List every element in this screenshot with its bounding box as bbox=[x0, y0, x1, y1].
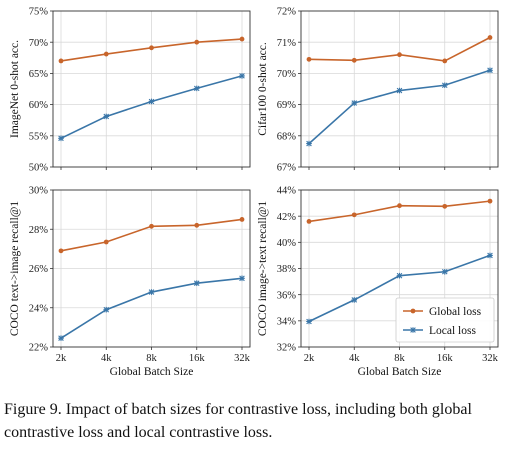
data-point-local-loss bbox=[58, 135, 64, 142]
y-tick-label: 70% bbox=[277, 69, 297, 80]
data-point-local-loss bbox=[487, 67, 493, 74]
data-point-local-loss bbox=[193, 85, 200, 92]
y-tick-label: 28% bbox=[29, 225, 49, 236]
x-tick-label: 2k bbox=[304, 353, 315, 364]
figure-grid: 50% 55% 60% 65% 70% 75% ImageNet 0-shot acc. 67… bbox=[9, 7, 499, 378]
x-tick-label: 8k bbox=[394, 353, 405, 364]
data-point-global-loss bbox=[103, 239, 109, 245]
y-tick-label: 24% bbox=[29, 303, 49, 314]
data-point-local-loss bbox=[103, 306, 110, 313]
data-point-global-loss bbox=[306, 219, 312, 224]
data-point-local-loss bbox=[148, 98, 155, 105]
data-point-local-loss bbox=[441, 268, 448, 275]
y-tick-label: 42% bbox=[277, 212, 297, 223]
y-tick-label: 36% bbox=[277, 290, 297, 301]
x-tick-label: 16k bbox=[437, 353, 454, 364]
data-point-global-loss bbox=[103, 51, 109, 57]
data-point-local-loss bbox=[351, 100, 358, 106]
data-point-local-loss bbox=[239, 275, 245, 282]
y-tick-label: 32% bbox=[277, 343, 297, 354]
data-point-global-loss bbox=[239, 36, 245, 42]
x-tick-label: 32k bbox=[234, 353, 251, 364]
x-axis-label: Global Batch Size bbox=[110, 366, 194, 378]
legend-label: Global loss bbox=[429, 306, 482, 318]
x-tick-label: 4k bbox=[101, 353, 112, 364]
y-tick-label: 70% bbox=[29, 38, 49, 49]
legend-marker bbox=[410, 327, 416, 333]
data-point-local-loss bbox=[351, 297, 358, 303]
data-point-global-loss bbox=[442, 58, 448, 64]
y-tick-label: 68% bbox=[277, 131, 297, 142]
x-tick-label: 2k bbox=[56, 353, 67, 364]
subplot-3: 22% 24% 26% 28% 30% 2k 4k 8k 16k 32k COCO text->im… bbox=[9, 186, 251, 378]
x-axis-label: Global Batch Size bbox=[358, 366, 442, 378]
data-point-global-loss bbox=[239, 217, 245, 222]
data-point-global-loss bbox=[397, 203, 402, 209]
y-tick-label: 26% bbox=[29, 264, 49, 275]
data-point-global-loss bbox=[58, 58, 64, 64]
y-axis-label: COCO text->image recall@1 bbox=[9, 201, 21, 336]
y-tick-label: 34% bbox=[277, 316, 297, 327]
data-point-local-loss bbox=[396, 87, 403, 94]
data-point-global-loss bbox=[442, 203, 448, 209]
x-tick-label: 4k bbox=[349, 353, 360, 364]
x-tick-label: 32k bbox=[482, 353, 499, 364]
data-point-local-loss bbox=[148, 289, 155, 295]
y-tick-label: 22% bbox=[29, 343, 49, 354]
y-axis-label: COCO image->text recall@1 bbox=[257, 201, 269, 336]
data-point-global-loss bbox=[487, 35, 493, 40]
data-point-global-loss bbox=[194, 222, 200, 228]
data-point-local-loss bbox=[396, 272, 403, 279]
legend-marker bbox=[410, 308, 416, 314]
data-point-global-loss bbox=[351, 212, 357, 218]
data-point-global-loss bbox=[149, 45, 154, 51]
y-axis-label: ImageNet 0-shot acc. bbox=[9, 40, 21, 138]
subplot-4: 32% 34% 36% 38% 40% 42% 44% 2k 4k 8k 16k 32k COCO im… bbox=[257, 186, 499, 378]
data-point-local-loss bbox=[103, 113, 110, 120]
data-point-local-loss bbox=[239, 73, 245, 79]
y-tick-label: 67% bbox=[277, 163, 297, 174]
legend: Global loss Local loss bbox=[395, 297, 495, 343]
data-point-global-loss bbox=[397, 52, 402, 58]
figure-caption: Figure 9. Impact of batch sizes for cont… bbox=[4, 401, 472, 441]
y-tick-label: 75% bbox=[29, 7, 49, 18]
data-point-global-loss bbox=[487, 198, 493, 204]
y-tick-label: 40% bbox=[277, 238, 297, 249]
subplot-1: 50% 55% 60% 65% 70% 75% ImageNet 0-shot acc. bbox=[9, 7, 251, 174]
data-point-local-loss bbox=[306, 318, 312, 325]
legend-label: Local loss bbox=[429, 325, 476, 337]
data-point-global-loss bbox=[194, 39, 200, 45]
x-tick-label: 16k bbox=[189, 353, 206, 364]
data-point-local-loss bbox=[487, 252, 493, 259]
y-tick-label: 50% bbox=[29, 163, 49, 174]
data-point-local-loss bbox=[58, 335, 64, 341]
y-tick-label: 71% bbox=[277, 38, 297, 49]
y-tick-label: 30% bbox=[29, 186, 49, 197]
data-point-global-loss bbox=[58, 248, 64, 254]
x-tick-label: 8k bbox=[146, 353, 157, 364]
y-tick-label: 72% bbox=[277, 7, 297, 18]
y-tick-label: 65% bbox=[29, 69, 49, 80]
data-point-global-loss bbox=[351, 57, 357, 63]
data-point-local-loss bbox=[306, 140, 312, 147]
y-tick-label: 69% bbox=[277, 100, 297, 111]
y-tick-label: 60% bbox=[29, 100, 49, 111]
y-tick-label: 55% bbox=[29, 131, 49, 142]
data-point-global-loss bbox=[149, 223, 154, 229]
subplot-2: 67% 68% 69% 70% 71% 72% Cifar100 0-shot acc. bbox=[257, 7, 499, 174]
legend-box bbox=[395, 297, 495, 343]
data-point-local-loss bbox=[441, 82, 448, 89]
data-point-local-loss bbox=[193, 280, 200, 287]
y-tick-label: 38% bbox=[277, 264, 297, 275]
y-tick-label: 44% bbox=[277, 186, 297, 197]
y-axis-label: Cifar100 0-shot acc. bbox=[257, 42, 269, 136]
data-point-global-loss bbox=[306, 56, 312, 62]
